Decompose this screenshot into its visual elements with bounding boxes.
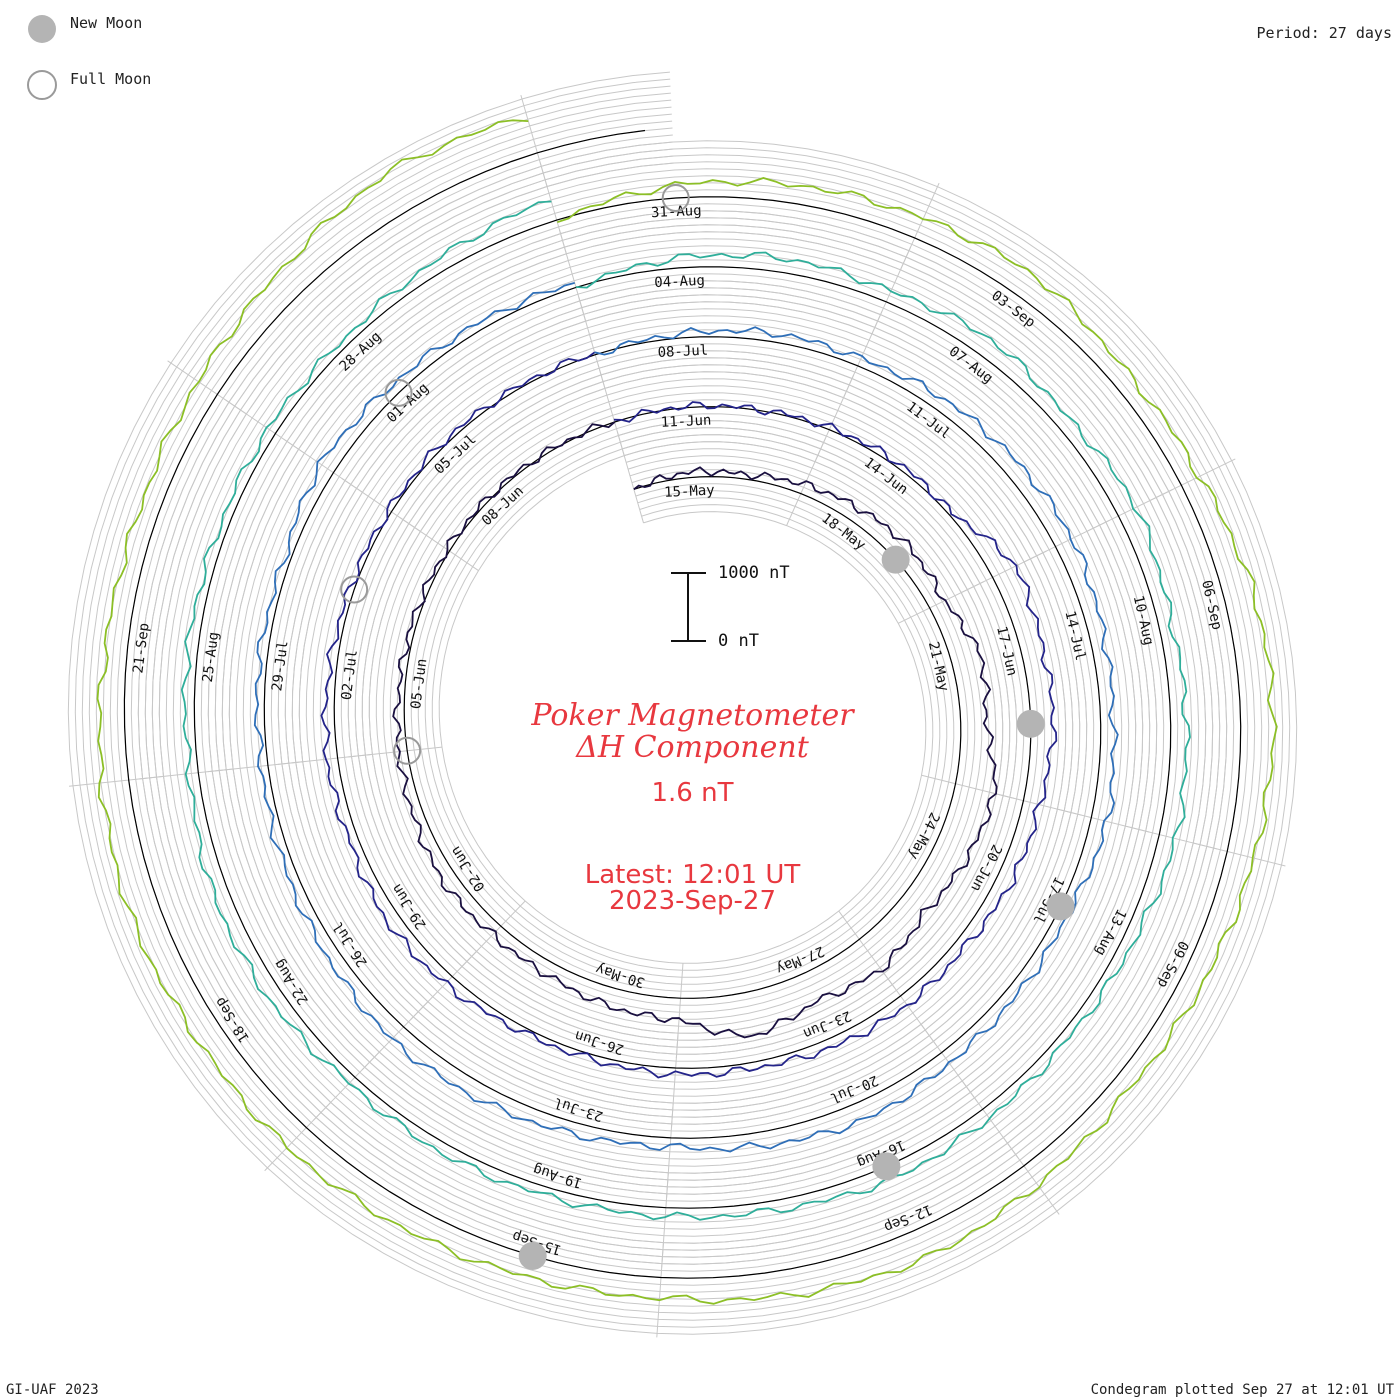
grid-spoke [520,95,548,187]
date-label: 08-Jun [479,483,527,529]
grid-spiral-10 [88,92,1277,1314]
date-label: 03-Sep [988,288,1038,331]
grid-spiral-7 [109,113,1256,1293]
full-moon-marker [340,575,369,604]
date-label: 23-Jun [801,1007,854,1041]
date-label: 25-Aug [200,631,222,683]
grid-spoke [1149,458,1236,502]
latest-time: Latest: 12:01 UT [584,860,801,890]
plotted-label: Condegram plotted Sep 27 at 12:01 UT [1090,1382,1394,1398]
date-label: 20-Jul [828,1072,881,1106]
scale-top-label: 1000 nT [718,563,790,583]
date-label: 22-Aug [271,956,312,1007]
date-label: 26-Jul [330,919,371,970]
credit-label: GI-UAF 2023 [6,1382,99,1398]
new-moon-marker [881,545,910,574]
grid-spiral-8 [102,106,1263,1300]
date-label: 23-Jul [552,1094,605,1124]
new-moon-marker [1046,892,1075,921]
grid-spoke [899,182,940,271]
grid-spoke [167,360,247,415]
date-label: 18-May [818,510,868,553]
new-moon-marker [518,1241,547,1270]
date-label: 04-Aug [654,273,705,291]
series-line-1 [320,351,1058,1079]
date-label: 30-May [594,960,647,990]
series-line-2 [253,282,1119,1153]
latest-date: 2023-Sep-27 [608,886,777,916]
full-moon-marker [661,183,690,212]
grid-spoke [68,775,164,787]
date-label: 11-Jul [903,399,953,442]
full-moon-marker [393,736,422,765]
period-label: Period: 27 days [1256,24,1392,42]
full-moon-legend-icon [27,70,57,100]
series-line-4 [96,119,1278,1305]
date-label: 14-Jun [861,455,911,498]
grid-spoke [264,1102,332,1172]
date-label: 28-Aug [337,329,385,375]
new-moon-legend-icon [28,15,56,43]
date-label: 08-Jul [657,343,708,361]
baseline-spiral [123,129,1242,1279]
full-moon-legend-label: Full Moon [70,70,152,88]
date-label: 12-Sep [882,1201,935,1235]
grid-spiral-13 [67,71,1298,1335]
scale-bottom-label: 0 nT [718,631,759,651]
current-value: 1.6 nT [651,778,734,808]
date-label: 07-Aug [946,343,996,386]
new-moon-legend-label: New Moon [70,14,143,32]
date-label: 21-Sep [130,622,152,674]
date-label: 15-May [664,483,715,501]
full-moon-marker [384,378,413,407]
grid-spiral-11 [81,85,1284,1321]
date-label: 18-Sep [212,994,253,1045]
series-line-0 [392,421,998,1039]
date-label: 29-Jul [269,640,291,692]
date-label: 09-Sep [1154,938,1191,990]
new-moon-marker [872,1152,901,1181]
grid-spoke [656,1242,664,1338]
date-label: 11-Jun [660,413,711,431]
series-line-3 [180,200,1191,1221]
date-label: 05-Jun [408,658,430,710]
new-moon-marker [1016,709,1045,738]
date-label: 31-Aug [651,203,702,221]
grid-spoke [1193,842,1286,867]
grid-spiral-4 [130,134,1235,1272]
grid-spiral-9 [95,99,1270,1307]
date-label: 05-Jul [431,432,479,478]
date-label: 27-May [774,943,827,977]
grid-spoke [1002,1137,1060,1215]
grid-spiral-12 [74,78,1291,1328]
chart-title: Poker Magnetometer [531,698,854,733]
date-label: 19-Aug [531,1161,584,1191]
chart-subtitle: ΔH Component [576,730,809,765]
date-label: 02-Jul [339,649,361,701]
